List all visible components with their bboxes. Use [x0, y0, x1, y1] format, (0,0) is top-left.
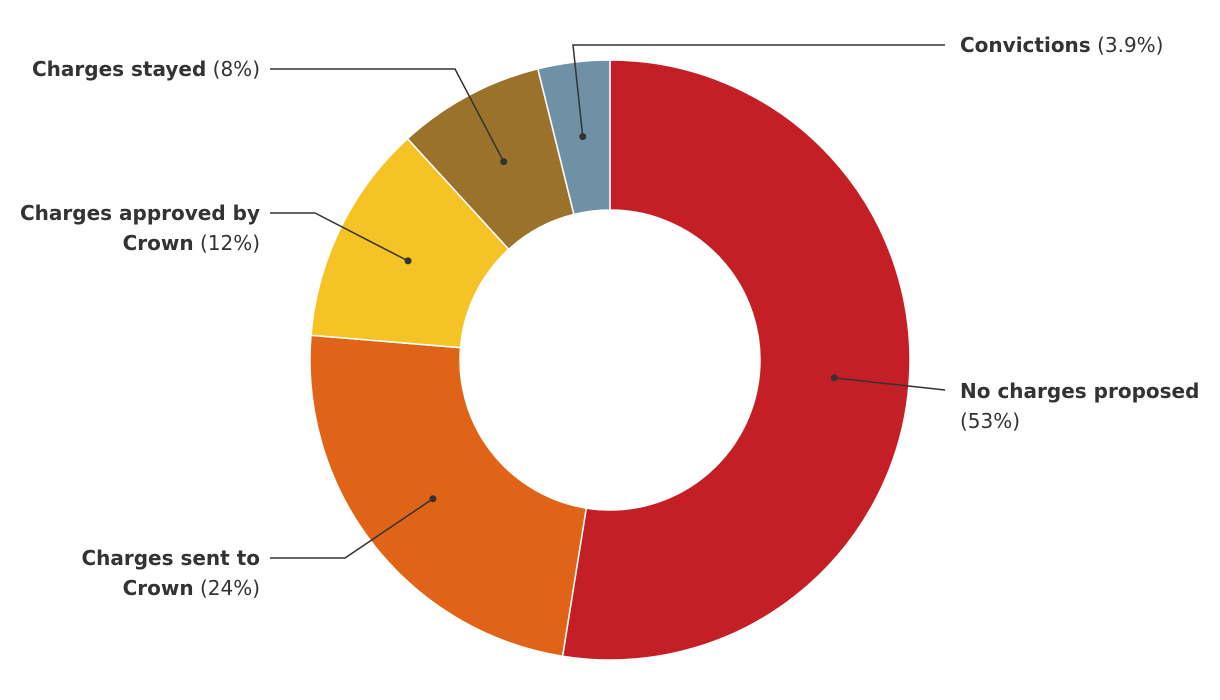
leader-dot — [404, 257, 412, 265]
donut-slice — [310, 137, 510, 349]
leader-dot — [500, 158, 508, 166]
leader-dot — [579, 133, 587, 141]
donut-slice — [561, 59, 911, 661]
slice-label: Charges sent to Crown (24%) — [60, 543, 260, 603]
leader-dot — [830, 374, 838, 382]
donut-slice — [309, 334, 588, 658]
value-label: (53%) — [960, 409, 1021, 433]
value-label: (8%) — [212, 57, 260, 81]
value-label: (24%) — [199, 576, 260, 600]
value-label: (12%) — [199, 231, 260, 255]
slice-label: Charges approved by Crown (12%) — [10, 198, 260, 258]
donut-slice — [536, 59, 611, 216]
category-label: No charges proposed — [960, 379, 1200, 403]
leader-line — [834, 377, 946, 391]
category-label: Charges approved by Crown — [20, 201, 260, 255]
leader-line — [270, 68, 505, 163]
slice-label: No charges proposed (53%) — [960, 376, 1210, 436]
category-label: Charges stayed — [32, 57, 207, 81]
leader-line — [270, 212, 409, 262]
leader-line — [572, 44, 945, 137]
value-label: (3.9%) — [1097, 33, 1164, 57]
leader-dot — [429, 495, 437, 503]
slice-label: Charges stayed (8%) — [0, 54, 260, 84]
slice-label: Convictions (3.9%) — [960, 30, 1210, 60]
category-label: Charges sent to Crown — [81, 546, 260, 600]
category-label: Convictions — [960, 33, 1091, 57]
leader-line — [270, 498, 434, 559]
